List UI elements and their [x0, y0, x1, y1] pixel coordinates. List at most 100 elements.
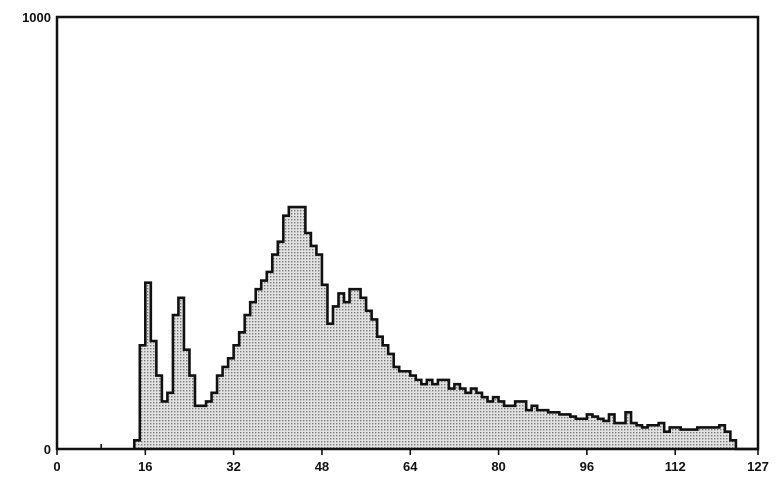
- x-tick-label: 0: [53, 459, 60, 474]
- histogram-bar: [476, 392, 483, 449]
- x-tick-label: 112: [665, 459, 686, 474]
- histogram-bar: [470, 388, 477, 449]
- histogram-bar: [239, 332, 246, 449]
- histogram-bar: [603, 420, 610, 449]
- histogram-bar: [642, 427, 649, 449]
- histogram-bar: [382, 345, 389, 449]
- histogram-bar: [526, 410, 533, 449]
- histogram-bar: [139, 345, 146, 449]
- histogram-bar: [183, 349, 190, 449]
- histogram-bar: [686, 429, 693, 449]
- histogram-bar: [233, 345, 240, 449]
- histogram-bar: [338, 293, 345, 449]
- y-tick-label: 1000: [22, 10, 51, 25]
- histogram-bar: [156, 375, 163, 449]
- histogram-bar: [713, 427, 720, 449]
- histogram-bar: [228, 358, 235, 449]
- histogram-bar: [515, 401, 522, 449]
- histogram-bar: [332, 306, 339, 449]
- histogram-bar: [217, 375, 223, 449]
- axis-labels: 0 16 32 48 64 80 96 112 127 0 1000: [22, 10, 769, 474]
- histogram-bar: [631, 423, 637, 449]
- histogram-bar: [620, 423, 626, 449]
- histogram-bar: [691, 429, 698, 449]
- histogram-bars: [134, 207, 737, 449]
- histogram-bar: [675, 427, 682, 449]
- histogram-bar: [702, 427, 709, 449]
- histogram-bar: [305, 233, 312, 449]
- histogram-bar: [625, 412, 632, 449]
- histogram-bar: [255, 289, 262, 449]
- histogram-bar: [272, 254, 279, 449]
- y-tick-label: 0: [44, 442, 51, 457]
- histogram-bar: [459, 388, 466, 449]
- histogram-bar: [388, 353, 395, 449]
- plot-frame: [55, 15, 760, 451]
- histogram-bar: [509, 405, 516, 449]
- histogram-bar: [664, 431, 671, 449]
- histogram-bar: [321, 284, 328, 449]
- histogram-bar: [520, 401, 527, 449]
- histogram-bar: [531, 405, 538, 449]
- histogram-bar: [310, 245, 317, 449]
- histogram-bar: [504, 405, 511, 449]
- histogram-bar: [542, 410, 549, 449]
- x-tick-label: 48: [315, 459, 329, 474]
- histogram-bar: [537, 410, 544, 449]
- x-tick-label: 127: [747, 459, 769, 474]
- histogram-bar: [482, 397, 488, 449]
- histogram-bar: [294, 207, 301, 449]
- histogram-bar: [194, 405, 201, 449]
- histogram-bar: [454, 384, 461, 449]
- histogram-bar: [410, 375, 417, 449]
- x-tick-label: 16: [138, 459, 152, 474]
- histogram-bar: [366, 310, 373, 449]
- histogram-bar: [360, 297, 367, 449]
- histogram-bar: [349, 289, 356, 449]
- histogram-bar: [719, 425, 726, 449]
- histogram-bar: [283, 215, 290, 449]
- histogram-bar: [415, 379, 422, 449]
- histogram-bar: [697, 427, 704, 449]
- histogram-bar: [222, 366, 229, 449]
- histogram-bar: [145, 282, 152, 449]
- histogram-bar: [553, 412, 560, 449]
- histogram-bar: [266, 271, 273, 449]
- histogram-outline: [132, 205, 758, 451]
- histogram-bar: [564, 414, 571, 449]
- histogram-bar: [404, 371, 411, 449]
- x-tick-label: 64: [403, 459, 418, 474]
- histogram-bar: [437, 379, 444, 449]
- histogram-bar: [608, 414, 615, 449]
- histogram-bar: [344, 302, 350, 449]
- histogram-bar: [371, 319, 378, 449]
- histogram-bar: [288, 207, 295, 449]
- histogram-bar: [498, 401, 505, 449]
- histogram-bar: [261, 280, 268, 449]
- histogram-bar: [636, 425, 643, 449]
- histogram-bar: [730, 440, 737, 449]
- histogram-bar: [597, 418, 604, 449]
- histogram-bar: [581, 418, 588, 449]
- histogram-bar: [421, 384, 428, 449]
- histogram-bar: [575, 418, 582, 449]
- histogram-bar: [161, 401, 168, 449]
- histogram-bar: [443, 379, 450, 449]
- histogram-bar: [669, 427, 676, 449]
- histogram-bar: [327, 323, 334, 449]
- histogram-bar: [299, 207, 306, 449]
- histogram-bar: [393, 366, 400, 449]
- histogram-bar: [244, 315, 251, 449]
- histogram-bar: [134, 440, 141, 449]
- histogram-bar: [559, 414, 566, 449]
- axis-ticks: [56, 444, 759, 455]
- histogram-bar: [465, 392, 472, 449]
- histogram-bar: [448, 388, 455, 449]
- histogram-bar: [658, 423, 665, 449]
- histogram-bar: [206, 401, 212, 449]
- histogram-bar: [493, 397, 499, 449]
- histogram-bar: [586, 414, 593, 449]
- histogram-bar: [167, 392, 174, 449]
- histogram-bar: [426, 379, 433, 449]
